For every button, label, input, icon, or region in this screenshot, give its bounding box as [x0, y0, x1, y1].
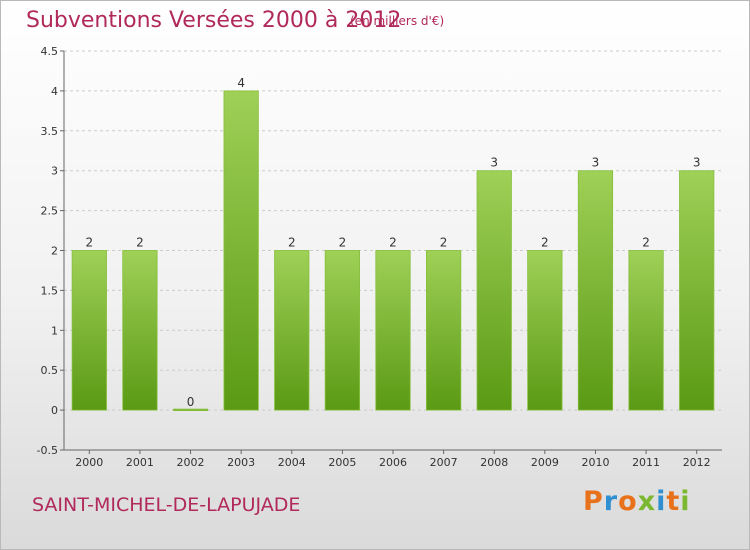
- logo-letter: i: [656, 486, 667, 517]
- data-label: 4: [237, 76, 245, 90]
- data-label: 3: [693, 156, 701, 170]
- x-tick-label: 2011: [632, 456, 660, 469]
- data-label: 3: [592, 156, 600, 170]
- x-tick-label: 2003: [227, 456, 255, 469]
- chart-title: Subventions Versées 2000 à 2012: [26, 8, 402, 33]
- data-label: 0: [187, 395, 195, 409]
- x-tick-label: 2002: [177, 456, 205, 469]
- y-tick-label: 4.5: [41, 45, 59, 58]
- logo-letter: r: [603, 486, 619, 517]
- x-tick-label: 2012: [683, 456, 711, 469]
- y-tick-label: 2: [51, 245, 58, 258]
- bar: [172, 408, 209, 412]
- x-tick-label: 2009: [531, 456, 559, 469]
- bar: [476, 170, 512, 411]
- x-tick-label: 2004: [278, 456, 306, 469]
- proxiti-logo: Proxiti: [583, 486, 691, 517]
- y-tick-label: 3: [51, 165, 58, 178]
- data-label: 2: [85, 236, 93, 250]
- y-tick-label: 4: [51, 85, 58, 98]
- bar: [71, 250, 107, 411]
- logo-letter: i: [680, 486, 691, 517]
- bar: [628, 250, 664, 411]
- town-name: SAINT-MICHEL-DE-LAPUJADE: [32, 494, 301, 516]
- data-label: 2: [642, 236, 650, 250]
- bar: [527, 250, 563, 411]
- y-tick-label: 0: [51, 404, 58, 417]
- bar: [324, 250, 360, 411]
- y-tick-label: 2.5: [41, 205, 59, 218]
- bar: [274, 250, 310, 411]
- y-tick-label: -0.5: [37, 444, 58, 457]
- x-tick-label: 2006: [379, 456, 407, 469]
- logo-letter: x: [637, 486, 657, 517]
- chart-units: (en milliers d'€): [350, 14, 445, 28]
- logo-letter: P: [583, 486, 604, 517]
- bar: [577, 170, 614, 411]
- x-tick-label: 2005: [328, 456, 356, 469]
- logo-letter: o: [618, 486, 638, 517]
- bar: [679, 170, 715, 411]
- data-label: 2: [339, 236, 347, 250]
- data-label: 2: [136, 236, 144, 250]
- data-label: 2: [288, 236, 296, 250]
- data-label: 2: [541, 236, 549, 250]
- data-label: 2: [440, 236, 448, 250]
- logo-letter: t: [666, 486, 681, 517]
- x-tick-label: 2001: [126, 456, 154, 469]
- data-label: 2: [389, 236, 397, 250]
- bar: [375, 250, 411, 411]
- bar: [426, 250, 462, 411]
- y-tick-label: 1: [51, 324, 58, 337]
- data-label: 3: [490, 156, 498, 170]
- x-tick-label: 2010: [581, 456, 609, 469]
- x-tick-label: 2008: [480, 456, 508, 469]
- x-tick-label: 2007: [430, 456, 458, 469]
- x-tick-label: 2000: [75, 456, 103, 469]
- bar: [122, 250, 158, 411]
- y-tick-label: 0.5: [41, 364, 59, 377]
- bar: [223, 90, 259, 411]
- y-tick-label: 3.5: [41, 125, 59, 138]
- y-tick-label: 1.5: [41, 284, 59, 297]
